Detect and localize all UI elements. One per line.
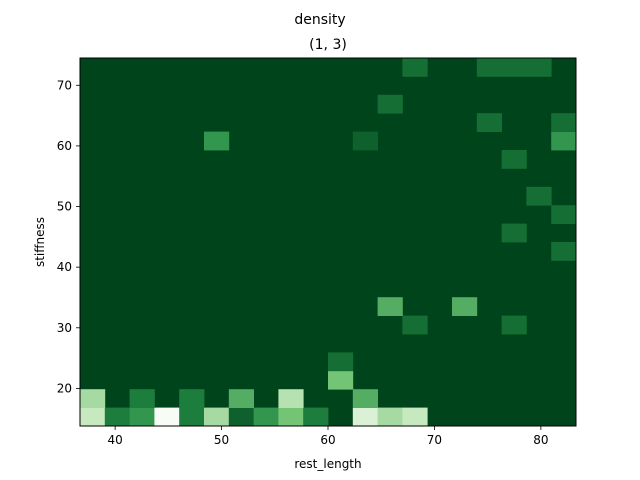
y-tick-label: 40 xyxy=(57,260,72,274)
heatmap-cell xyxy=(501,315,527,335)
heatmap-cell xyxy=(278,407,304,427)
y-axis-label: stiffness xyxy=(33,217,47,267)
heatmap-cell xyxy=(278,389,304,408)
heatmap-cell xyxy=(80,389,106,408)
heatmap-cell xyxy=(452,297,478,316)
heatmap-cell xyxy=(104,407,130,427)
y-tick-label: 50 xyxy=(57,200,72,214)
heatmap-cell xyxy=(228,407,254,427)
heatmap-cell xyxy=(501,223,527,243)
heatmap-cell xyxy=(526,186,552,206)
heatmap-cell xyxy=(551,242,577,261)
heatmap-cell xyxy=(476,58,502,77)
heatmap-cell xyxy=(352,389,378,408)
heatmap-cell xyxy=(129,389,155,408)
x-tick-label: 80 xyxy=(533,433,548,447)
heatmap-cell xyxy=(402,407,428,427)
heatmap-cell xyxy=(328,370,354,390)
heatmap-cell xyxy=(352,131,378,151)
heatmap-cell xyxy=(402,315,428,335)
heatmap-cell xyxy=(228,389,254,408)
heatmap-cell xyxy=(204,131,230,151)
heatmap-cell xyxy=(253,407,279,427)
x-tick-label: 70 xyxy=(427,433,442,447)
heatmap-cell xyxy=(377,407,403,427)
heatmap-cell xyxy=(154,407,180,427)
heatmap-cell xyxy=(551,131,577,151)
y-tick-label: 60 xyxy=(57,139,72,153)
heatmap-cell xyxy=(551,205,577,224)
x-axis-label: rest_length xyxy=(294,457,361,471)
heatmap-cell xyxy=(377,297,403,316)
heatmap-cell xyxy=(303,407,329,427)
heatmap-cell xyxy=(377,94,403,114)
heatmap-cell xyxy=(328,352,354,372)
x-tick-label: 50 xyxy=(214,433,229,447)
chart-title: (1, 3) xyxy=(309,37,347,53)
heatmap-cell xyxy=(179,389,205,408)
heatmap-cells xyxy=(80,58,577,427)
heatmap-cell xyxy=(80,407,106,427)
x-tick-label: 40 xyxy=(107,433,122,447)
x-tick-label: 60 xyxy=(320,433,335,447)
heatmap-cell xyxy=(501,150,527,169)
x-axis-ticks: 40 50 60 70 80 xyxy=(107,426,549,447)
heatmap-cell xyxy=(551,113,577,132)
heatmap-cell xyxy=(352,407,378,427)
heatmap-cell xyxy=(179,407,205,427)
y-tick-label: 30 xyxy=(57,321,72,335)
heatmap-cell xyxy=(476,113,502,132)
plot-area xyxy=(79,57,577,427)
heatmap-cell xyxy=(129,407,155,427)
heatmap-cell xyxy=(402,58,428,77)
heatmap-cell xyxy=(526,58,552,77)
heatmap-cell xyxy=(204,407,230,427)
heatmap-cell xyxy=(501,58,527,77)
y-tick-label: 20 xyxy=(57,381,72,395)
y-tick-label: 70 xyxy=(57,78,72,92)
chart-suptitle: density xyxy=(294,12,345,28)
y-axis-ticks: 20 30 40 50 60 70 xyxy=(57,78,80,395)
